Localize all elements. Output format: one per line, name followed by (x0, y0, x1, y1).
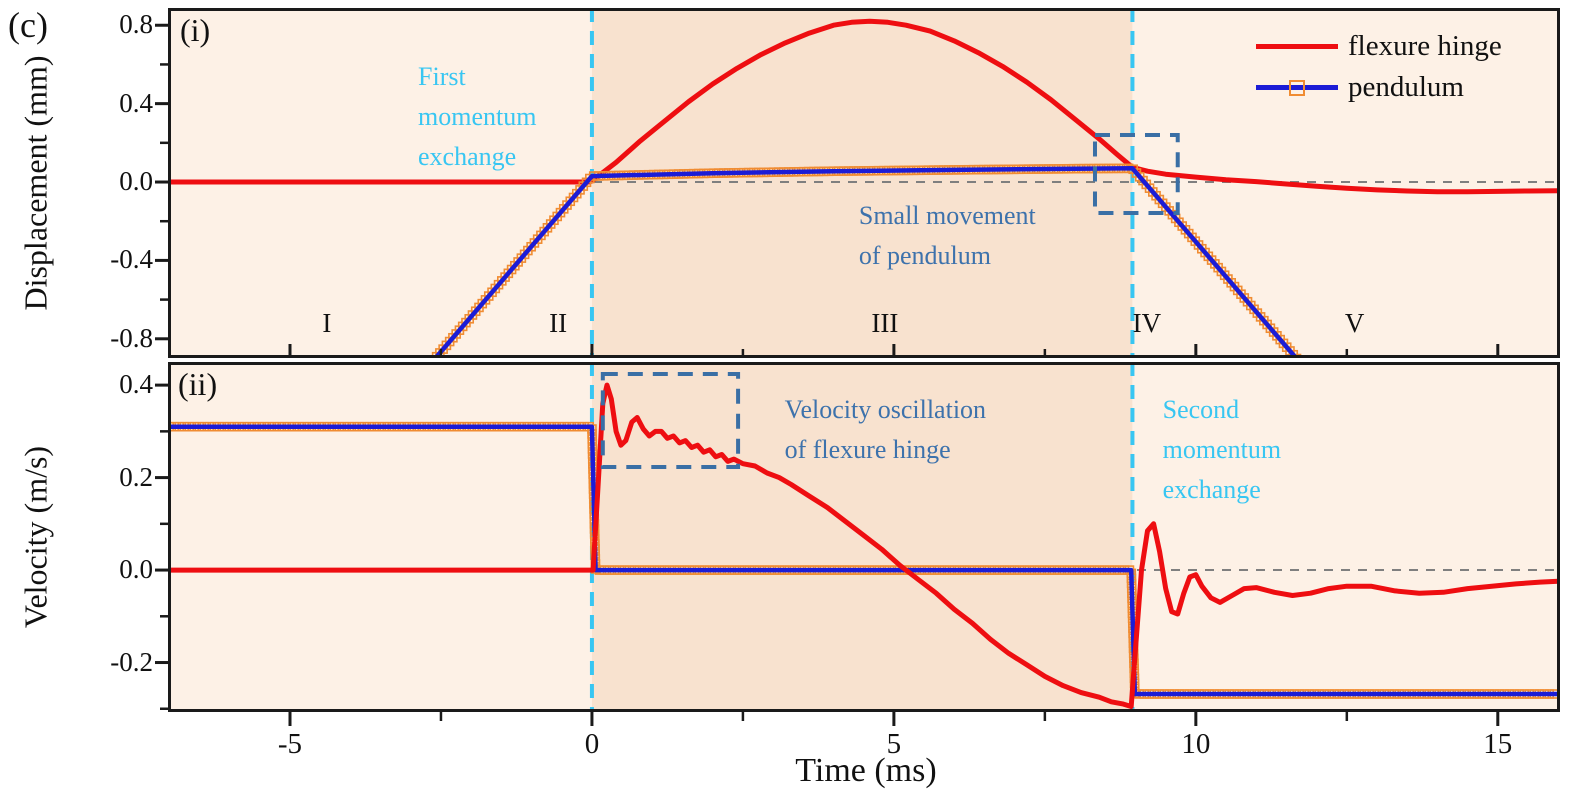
x-tick-label: 10 (1181, 728, 1211, 760)
annotation-first-momentum-exchange: First momentum exchange (418, 61, 537, 171)
legend: flexure hinge pendulum (1256, 26, 1502, 108)
highlight-box (600, 372, 741, 469)
legend-square-marker-icon (1289, 79, 1305, 96)
legend-line-pendulum (1256, 79, 1338, 96)
y-axis-title-displacement: Displacement (mm) (17, 55, 54, 311)
panel-displacement-plot (168, 8, 1560, 358)
y-tick-label: 0.8 (119, 9, 153, 40)
pendulum-marker (1291, 353, 1302, 358)
region-label-IV: IV (1132, 308, 1162, 339)
shaded-region (1132, 362, 1560, 712)
panel-velocity-plot (168, 362, 1560, 712)
highlight-box (1092, 132, 1180, 215)
region-label-II: II (549, 308, 568, 339)
y-tick-label: -0.4 (110, 244, 153, 275)
x-tick-label: 5 (886, 728, 902, 760)
legend-label-pendulum: pendulum (1348, 71, 1464, 103)
legend-label-flexure-hinge: flexure hinge (1348, 30, 1502, 62)
panel-label-i: (i) (180, 12, 211, 48)
panel-frame (168, 8, 1560, 358)
legend-item-pendulum: pendulum (1256, 67, 1502, 108)
series-flexure-hinge (168, 382, 1560, 709)
region-label-V: V (1344, 308, 1365, 339)
series-flexure-hinge (168, 18, 1560, 195)
legend-line-flexure-hinge (1256, 44, 1338, 49)
shaded-region (168, 362, 592, 712)
x-tick-label: 15 (1483, 728, 1513, 760)
y-tick-label: -0.2 (110, 646, 153, 677)
legend-item-flexure-hinge: flexure hinge (1256, 26, 1502, 67)
figure-label: (c) (8, 5, 48, 45)
region-label-I: I (322, 308, 332, 339)
annotation-small-movement-of-pendulum: Small movement of pendulum (858, 200, 1036, 270)
y-tick-label: 0.4 (119, 87, 153, 118)
series-pendulum (432, 166, 1300, 358)
x-tick-label: -5 (277, 728, 303, 760)
panel-label-ii: (ii) (178, 366, 218, 402)
x-axis-title-time: Time (ms) (795, 752, 937, 789)
panel-frame (168, 362, 1560, 712)
y-axis-title-velocity: Velocity (m/s) (17, 445, 54, 629)
shaded-region (591, 8, 1133, 358)
annotation-second-momentum-exchange: Second momentum exchange (1162, 394, 1282, 504)
annotation-velocity-oscillation-of-flexure-hinge: Velocity oscillation of flexure hinge (784, 394, 987, 464)
y-tick-label: 0.4 (119, 369, 153, 400)
x-tick-label: 0 (584, 728, 600, 760)
y-tick-label: -0.8 (110, 322, 153, 353)
region-label-III: III (871, 308, 899, 339)
y-tick-label: 0.2 (119, 461, 153, 492)
y-tick-label: 0.0 (119, 166, 153, 197)
series-pendulum (168, 424, 1560, 697)
y-tick-label: 0.0 (119, 554, 153, 585)
